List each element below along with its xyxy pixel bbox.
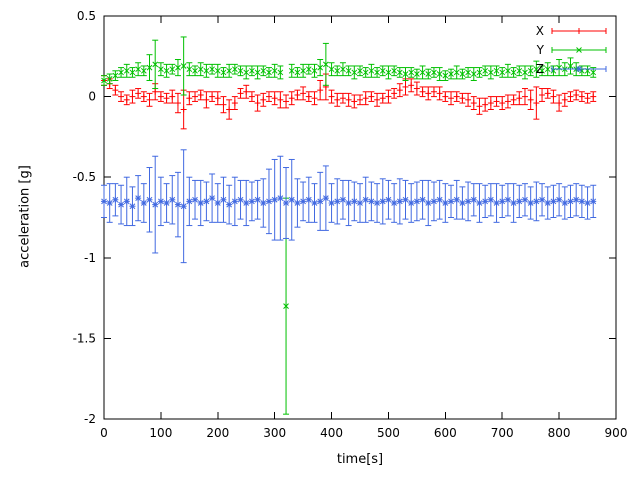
x-tick-label: 800 [548,426,571,440]
y-tick-label: -0.5 [73,170,96,184]
series-Y [101,36,597,415]
y-tick-label: -2 [84,412,96,426]
x-tick-label: 100 [149,426,172,440]
x-tick-label: 200 [206,426,229,440]
legend-label: Z [536,62,544,76]
x-tick-label: 700 [491,426,514,440]
legend-entry-Y: Y [536,43,607,57]
y-tick-label: -1.5 [73,331,96,345]
y-tick-label: 0 [88,90,96,104]
series-Z [101,149,597,264]
series-X [101,73,597,130]
y-tick-label: 0.5 [77,9,96,23]
x-axis-title: time[s] [336,452,384,467]
legend-entry-Z: Z [536,62,607,76]
x-tick-label: 900 [605,426,628,440]
y-tick-label: -1 [84,251,96,265]
legend-label: X [536,24,544,38]
axis-ticks: 0 100 200 300 400 500 600 700 800 900 0.5 0 -0.5 -1 -1… [73,9,628,440]
legend: XYZ [536,24,607,76]
y-axis-title: acceleration [g] [17,165,33,268]
x-tick-label: 400 [320,426,343,440]
x-tick-label: 500 [377,426,400,440]
legend-entry-X: X [536,24,607,38]
legend-label: Y [536,43,545,57]
x-tick-label: 600 [434,426,457,440]
x-tick-label: 300 [263,426,286,440]
x-tick-label: 0 [100,426,108,440]
